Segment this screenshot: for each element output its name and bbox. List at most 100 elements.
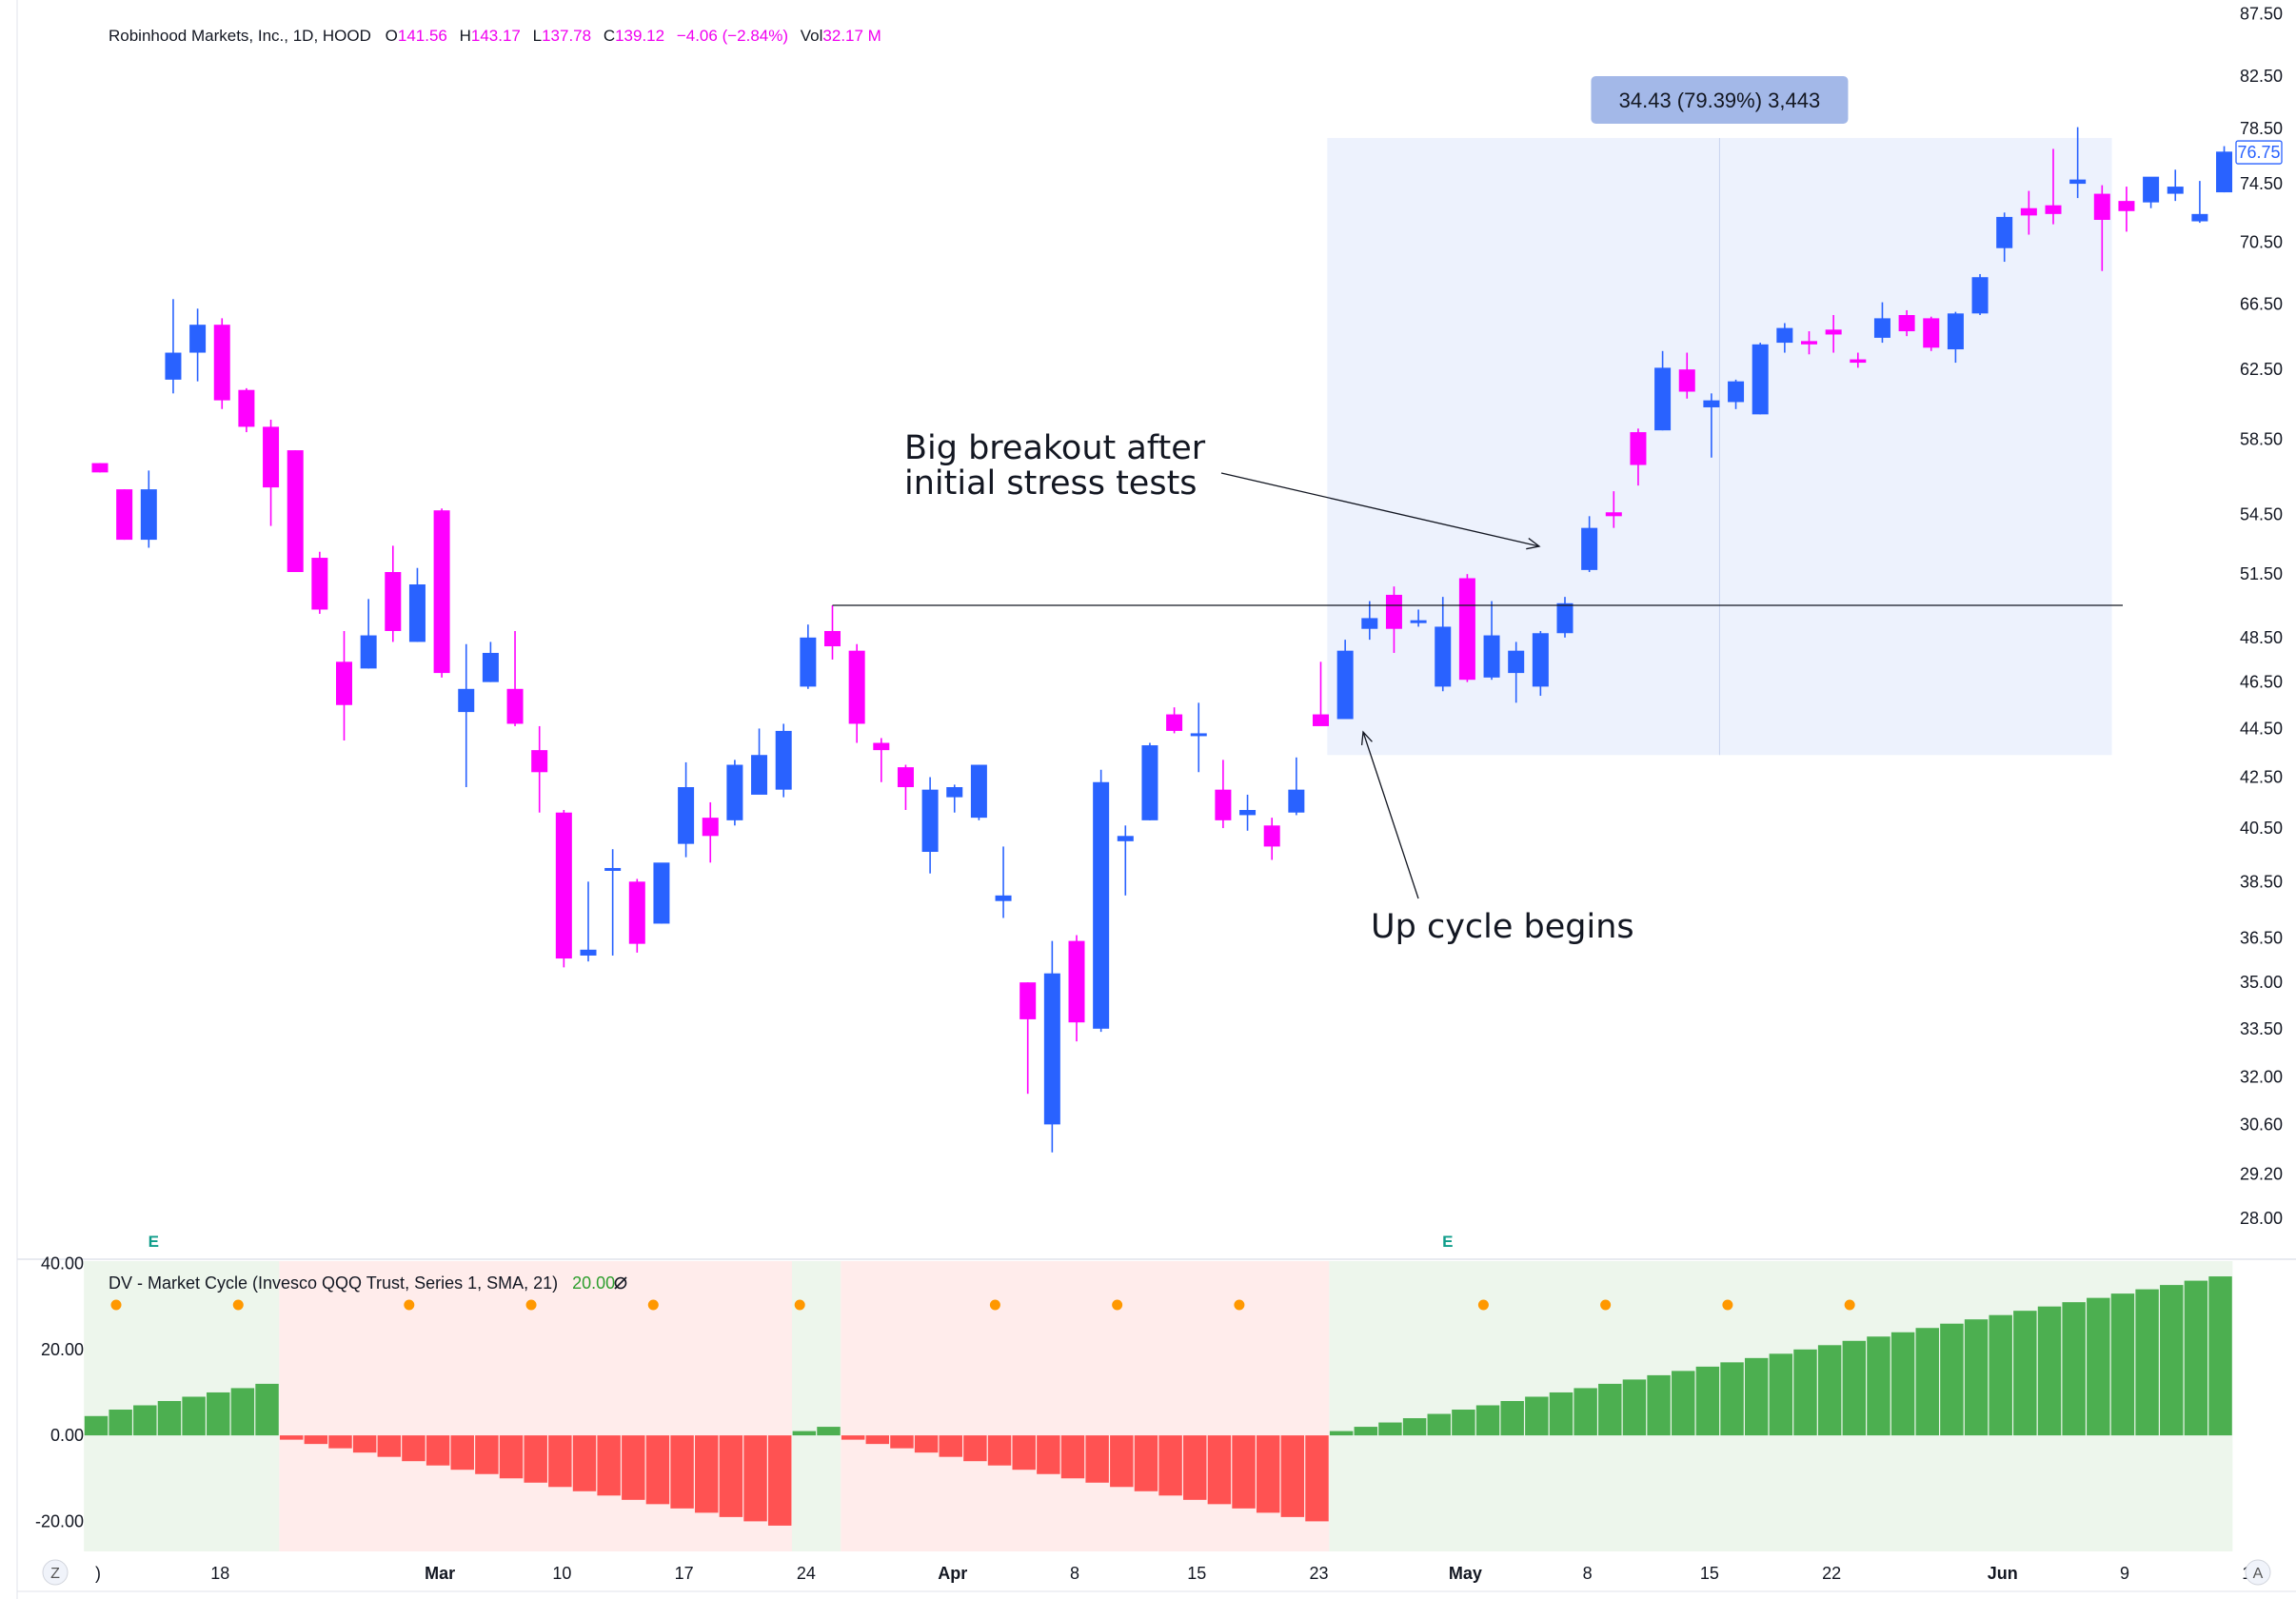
candle[interactable] xyxy=(2191,181,2208,224)
cycle-bar[interactable] xyxy=(377,1435,402,1457)
candle[interactable] xyxy=(1288,757,1305,816)
cycle-bar[interactable] xyxy=(767,1435,792,1526)
candle[interactable] xyxy=(1556,597,1574,638)
candle[interactable] xyxy=(1996,212,2013,263)
candle[interactable] xyxy=(1483,601,1500,681)
candle[interactable] xyxy=(311,551,328,614)
cycle-bar[interactable] xyxy=(865,1435,890,1445)
cycle-bar[interactable] xyxy=(939,1435,962,1457)
cycle-bar[interactable] xyxy=(2037,1306,2062,1436)
cycle-bar[interactable] xyxy=(1060,1435,1085,1479)
candle[interactable] xyxy=(1093,769,1110,1033)
earnings-marker[interactable]: E xyxy=(1442,1233,1453,1251)
cycle-bar[interactable] xyxy=(426,1435,450,1466)
cycle-bar[interactable] xyxy=(2110,1293,2135,1436)
cycle-bar[interactable] xyxy=(1207,1435,1232,1505)
candle[interactable] xyxy=(751,728,768,795)
cycle-bar[interactable] xyxy=(2087,1297,2110,1436)
cycle-bar[interactable] xyxy=(695,1435,719,1513)
candle[interactable] xyxy=(2093,185,2110,271)
candle[interactable] xyxy=(1263,818,1280,860)
candle[interactable] xyxy=(1508,642,1525,703)
candle[interactable] xyxy=(1190,702,1207,773)
candle[interactable] xyxy=(287,450,304,573)
cycle-bar[interactable] xyxy=(1183,1435,1207,1500)
cycle-bar[interactable] xyxy=(1280,1435,1305,1517)
cycle-bar[interactable] xyxy=(402,1435,426,1462)
candle[interactable] xyxy=(263,419,280,526)
cycle-bar[interactable] xyxy=(352,1435,377,1453)
cycle-bar[interactable] xyxy=(645,1435,670,1505)
cycle-bar[interactable] xyxy=(2062,1302,2086,1436)
cycle-bar[interactable] xyxy=(622,1435,645,1500)
candle[interactable] xyxy=(1166,707,1183,734)
cycle-bar[interactable] xyxy=(963,1435,987,1462)
candle[interactable] xyxy=(1215,760,1232,829)
candle[interactable] xyxy=(1043,940,1060,1153)
cycle-bar[interactable] xyxy=(475,1435,499,1474)
cycle-bar[interactable] xyxy=(1720,1362,1744,1436)
cycle-bar[interactable] xyxy=(182,1396,206,1436)
cycle-bar[interactable] xyxy=(1085,1435,1109,1483)
log-scale-button[interactable]: Z xyxy=(42,1559,69,1586)
candle[interactable] xyxy=(1019,982,1037,1095)
cycle-bar[interactable] xyxy=(1793,1349,1817,1436)
candle[interactable] xyxy=(1971,273,1989,316)
candle[interactable] xyxy=(2069,127,2087,199)
candle[interactable] xyxy=(1678,352,1695,399)
candle[interactable] xyxy=(2118,187,2135,232)
candle[interactable] xyxy=(2167,169,2184,202)
candle[interactable] xyxy=(2143,176,2160,208)
cycle-bar[interactable] xyxy=(1037,1435,1060,1474)
cycle-bar[interactable] xyxy=(2135,1289,2159,1436)
breakout-arrow[interactable] xyxy=(1220,472,1541,550)
cycle-bar[interactable] xyxy=(1134,1435,1158,1491)
candle[interactable] xyxy=(1605,491,1622,528)
cycle-bar[interactable] xyxy=(1915,1328,1939,1436)
candle[interactable] xyxy=(555,810,572,968)
candle[interactable] xyxy=(604,849,622,956)
cycle-bar[interactable] xyxy=(1452,1410,1475,1436)
candle[interactable] xyxy=(1336,640,1354,720)
cycle-bar[interactable] xyxy=(1475,1405,1500,1436)
cycle-bar[interactable] xyxy=(230,1388,255,1436)
candle[interactable] xyxy=(482,642,499,682)
cycle-bar[interactable] xyxy=(719,1435,743,1517)
candle[interactable] xyxy=(897,764,914,811)
candle[interactable] xyxy=(433,508,450,678)
cycle-bar[interactable] xyxy=(1305,1435,1329,1522)
candle[interactable] xyxy=(238,387,255,433)
cycle-bar[interactable] xyxy=(1158,1435,1182,1496)
circle-slash-icon[interactable] xyxy=(614,1276,627,1290)
cycle-bar[interactable] xyxy=(670,1435,694,1509)
auto-scale-button[interactable]: A xyxy=(2245,1559,2271,1586)
cycle-bar[interactable] xyxy=(1744,1357,1769,1436)
candle[interactable] xyxy=(2216,146,2233,193)
cycle-bar[interactable] xyxy=(1329,1431,1354,1436)
candle[interactable] xyxy=(1947,311,1964,364)
candle[interactable] xyxy=(970,764,987,820)
candle[interactable] xyxy=(91,463,109,473)
candle[interactable] xyxy=(1801,331,1817,355)
cycle-bar[interactable] xyxy=(1695,1366,1720,1436)
candle[interactable] xyxy=(1385,586,1402,653)
candle[interactable] xyxy=(1850,352,1867,368)
cycle-bar[interactable] xyxy=(1769,1353,1793,1436)
candle[interactable] xyxy=(213,318,230,409)
candle[interactable] xyxy=(1435,597,1452,692)
cycle-bar[interactable] xyxy=(2184,1280,2208,1436)
cycle-bar[interactable] xyxy=(328,1435,352,1449)
cycle-bar[interactable] xyxy=(1232,1435,1256,1509)
candle[interactable] xyxy=(1410,609,1427,627)
cycle-bar[interactable] xyxy=(987,1435,1012,1466)
cycle-bar[interactable] xyxy=(914,1435,939,1453)
cycle-bar[interactable] xyxy=(279,1435,304,1440)
candle[interactable] xyxy=(702,801,719,863)
cycle-bar[interactable] xyxy=(1817,1345,1842,1436)
candle[interactable] xyxy=(653,862,670,924)
candle[interactable] xyxy=(726,760,743,826)
cycle-bar[interactable] xyxy=(1110,1435,1134,1488)
cycle-bar[interactable] xyxy=(572,1435,597,1491)
cycle-bar[interactable] xyxy=(1964,1319,1989,1436)
cycle-bar[interactable] xyxy=(1012,1435,1036,1471)
